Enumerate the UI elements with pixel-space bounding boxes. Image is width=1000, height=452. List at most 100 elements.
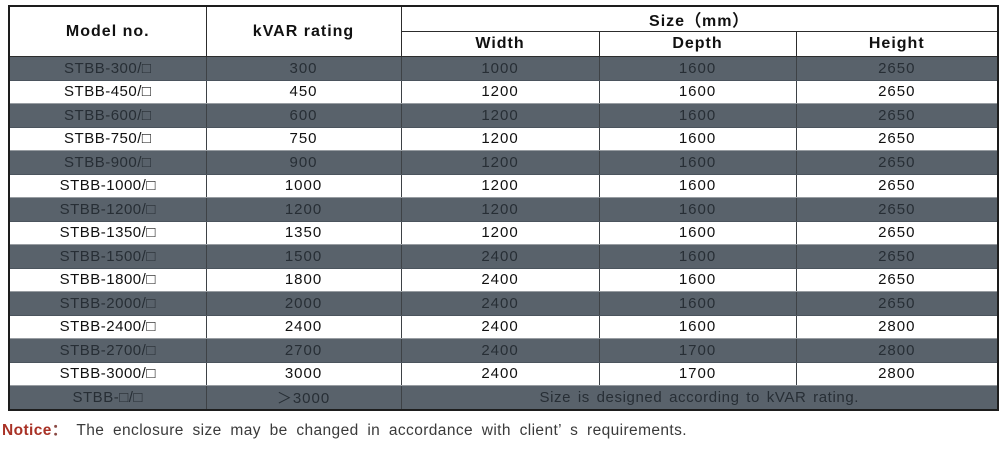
table-row: STBB-1000/□ 1000 1200 1600 2650 — [8, 173, 999, 198]
height-cell: 2650 — [795, 173, 999, 198]
depth-cell: 1600 — [598, 220, 797, 245]
model-cell: STBB-900/□ — [8, 150, 207, 175]
table-row: STBB-900/□ 900 1200 1600 2650 — [8, 150, 999, 175]
kvar-cell: 1200 — [205, 197, 402, 222]
height-cell: 2650 — [795, 197, 999, 222]
size-table: Model no. kVAR rating Size（mm） Width Dep… — [8, 5, 1000, 411]
kvar-cell: 2400 — [205, 314, 402, 339]
header-depth: Depth — [598, 31, 797, 57]
kvar-cell: 1000 — [205, 173, 402, 198]
page: Model no. kVAR rating Size（mm） Width Dep… — [0, 5, 1000, 452]
model-cell: STBB-600/□ — [8, 103, 207, 128]
height-cell: 2650 — [795, 79, 999, 104]
table-row: STBB-1500/□ 1500 2400 1600 2650 — [8, 244, 999, 269]
size-note-cell: Size is designed according to kVAR ratin… — [400, 385, 999, 410]
kvar-cell: 2000 — [205, 291, 402, 316]
model-cell: STBB-1500/□ — [8, 244, 207, 269]
model-cell: STBB-750/□ — [8, 126, 207, 151]
model-cell: STBB-□/□ — [8, 385, 207, 410]
table-row: STBB-1800/□ 1800 2400 1600 2650 — [8, 267, 999, 292]
header-model: Model no. — [8, 5, 207, 57]
table-row: STBB-300/□ 300 1000 1600 2650 — [8, 56, 999, 81]
model-cell: STBB-3000/□ — [8, 361, 207, 386]
model-cell: STBB-2000/□ — [8, 291, 207, 316]
width-cell: 2400 — [400, 361, 600, 386]
table-row: STBB-750/□ 750 1200 1600 2650 — [8, 126, 999, 151]
table-footer-row: STBB-□/□ ＞3000 Size is designed according … — [8, 385, 999, 410]
depth-cell: 1600 — [598, 314, 797, 339]
depth-cell: 1600 — [598, 291, 797, 316]
table-row: STBB-2000/□ 2000 2400 1600 2650 — [8, 291, 999, 316]
width-cell: 2400 — [400, 291, 600, 316]
table-row: STBB-600/□ 600 1200 1600 2650 — [8, 103, 999, 128]
width-cell: 2400 — [400, 338, 600, 363]
height-cell: 2650 — [795, 150, 999, 175]
kvar-cell: 1350 — [205, 220, 402, 245]
kvar-cell: 750 — [205, 126, 402, 151]
table-body: STBB-300/□ 300 1000 1600 2650 STBB-450/□ 450 12… — [8, 56, 999, 410]
width-cell: 2400 — [400, 314, 600, 339]
notice-text: The enclosure size may be changed in acc… — [76, 421, 687, 439]
width-cell: 1200 — [400, 173, 600, 198]
width-cell: 1200 — [400, 126, 600, 151]
table-row: STBB-3000/□ 3000 2400 1700 2800 — [8, 361, 999, 386]
depth-cell: 1600 — [598, 103, 797, 128]
depth-cell: 1600 — [598, 197, 797, 222]
kvar-cell: 1500 — [205, 244, 402, 269]
width-cell: 2400 — [400, 244, 600, 269]
height-cell: 2650 — [795, 56, 999, 81]
model-cell: STBB-1350/□ — [8, 220, 207, 245]
width-cell: 1200 — [400, 197, 600, 222]
depth-cell: 1600 — [598, 173, 797, 198]
height-cell: 2650 — [795, 244, 999, 269]
model-cell: STBB-300/□ — [8, 56, 207, 81]
kvar-cell: 450 — [205, 79, 402, 104]
width-cell: 1000 — [400, 56, 600, 81]
depth-cell: 1700 — [598, 338, 797, 363]
height-cell: 2650 — [795, 267, 999, 292]
depth-cell: 1600 — [598, 56, 797, 81]
width-cell: 1200 — [400, 150, 600, 175]
table-row: STBB-450/□ 450 1200 1600 2650 — [8, 79, 999, 104]
depth-cell: 1600 — [598, 126, 797, 151]
width-cell: 1200 — [400, 103, 600, 128]
height-cell: 2650 — [795, 220, 999, 245]
kvar-cell: 2700 — [205, 338, 402, 363]
model-cell: STBB-1000/□ — [8, 173, 207, 198]
kvar-cell: 600 — [205, 103, 402, 128]
model-cell: STBB-450/□ — [8, 79, 207, 104]
notice-line: Notice： The enclosure size may be change… — [2, 418, 1000, 440]
height-cell: 2800 — [795, 338, 999, 363]
height-cell: 2650 — [795, 291, 999, 316]
model-cell: STBB-2400/□ — [8, 314, 207, 339]
height-cell: 2650 — [795, 126, 999, 151]
kvar-cell: 300 — [205, 56, 402, 81]
header-width: Width — [400, 31, 600, 57]
notice-label: Notice — [2, 421, 52, 439]
depth-cell: 1600 — [598, 244, 797, 269]
kvar-cell: 1800 — [205, 267, 402, 292]
table-row: STBB-2400/□ 2400 2400 1600 2800 — [8, 314, 999, 339]
model-cell: STBB-1200/□ — [8, 197, 207, 222]
header-height: Height — [795, 31, 999, 57]
width-cell: 1200 — [400, 220, 600, 245]
header-kvar: kVAR rating — [205, 5, 402, 57]
table-row: STBB-2700/□ 2700 2400 1700 2800 — [8, 338, 999, 363]
depth-cell: 1600 — [598, 267, 797, 292]
height-cell: 2800 — [795, 314, 999, 339]
table-header: Model no. kVAR rating Size（mm） Width Dep… — [8, 5, 999, 57]
table-row: STBB-1200/□ 1200 1200 1600 2650 — [8, 197, 999, 222]
notice-colon: ： — [51, 421, 68, 439]
height-cell: 2800 — [795, 361, 999, 386]
kvar-cell: 3000 — [205, 361, 402, 386]
kvar-cell: ＞3000 — [205, 385, 402, 410]
depth-cell: 1600 — [598, 79, 797, 104]
table-row: STBB-1350/□ 1350 1200 1600 2650 — [8, 220, 999, 245]
width-cell: 2400 — [400, 267, 600, 292]
model-cell: STBB-2700/□ — [8, 338, 207, 363]
depth-cell: 1600 — [598, 150, 797, 175]
model-cell: STBB-1800/□ — [8, 267, 207, 292]
height-cell: 2650 — [795, 103, 999, 128]
header-size-group: Size（mm） — [400, 5, 999, 32]
width-cell: 1200 — [400, 79, 600, 104]
